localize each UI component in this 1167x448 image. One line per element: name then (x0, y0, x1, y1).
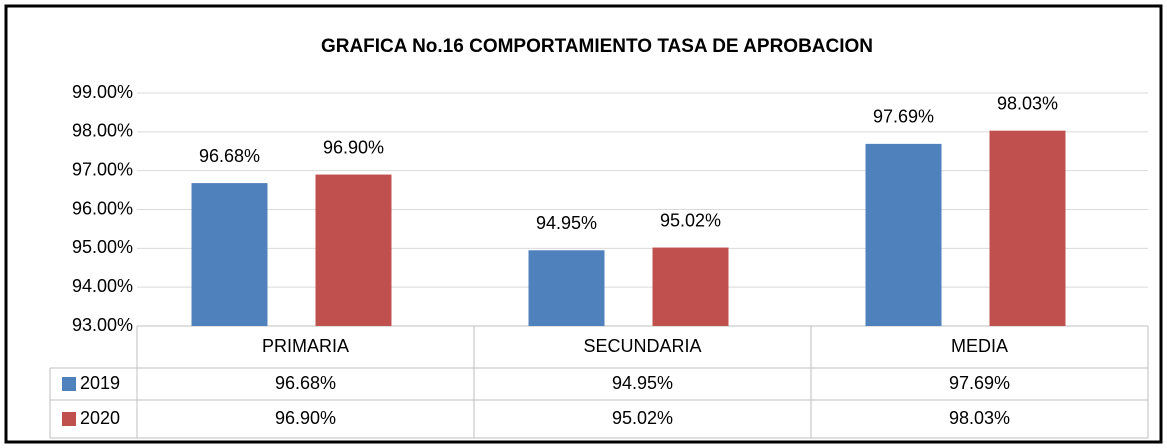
bar (528, 250, 605, 326)
table-cell: 96.90% (275, 408, 336, 428)
y-tick-label: 93.00% (72, 315, 133, 335)
bar (315, 174, 392, 326)
data-label: 94.95% (536, 213, 597, 233)
y-tick-label: 94.00% (72, 276, 133, 296)
chart-title: GRAFICA No.16 COMPORTAMIENTO TASA DE APR… (321, 36, 873, 57)
y-tick-label: 99.00% (72, 82, 133, 102)
table-cell: 94.95% (612, 373, 673, 393)
data-label: 96.90% (323, 137, 384, 157)
bar (865, 143, 942, 326)
legend-label: 2020 (80, 408, 120, 428)
y-tick-label: 95.00% (72, 237, 133, 257)
x-tick-label: MEDIA (951, 336, 1008, 356)
legend-label: 2019 (80, 373, 120, 393)
data-label: 98.03% (997, 93, 1058, 113)
y-tick-label: 98.00% (72, 121, 133, 141)
x-tick-label: PRIMARIA (262, 336, 349, 356)
data-label: 96.68% (199, 146, 260, 166)
data-label: 95.02% (660, 210, 721, 230)
table-cell: 98.03% (949, 408, 1010, 428)
bar (191, 183, 268, 326)
bar (652, 247, 729, 326)
data-label: 97.69% (873, 107, 934, 127)
x-tick-label: SECUNDARIA (583, 336, 701, 356)
table-cell: 96.68% (275, 373, 336, 393)
y-tick-label: 97.00% (72, 159, 133, 179)
legend-swatch (62, 412, 76, 426)
legend-swatch (62, 377, 76, 391)
table-cell: 97.69% (949, 373, 1010, 393)
table-cell: 95.02% (612, 408, 673, 428)
bar (989, 130, 1066, 326)
y-tick-label: 96.00% (72, 198, 133, 218)
